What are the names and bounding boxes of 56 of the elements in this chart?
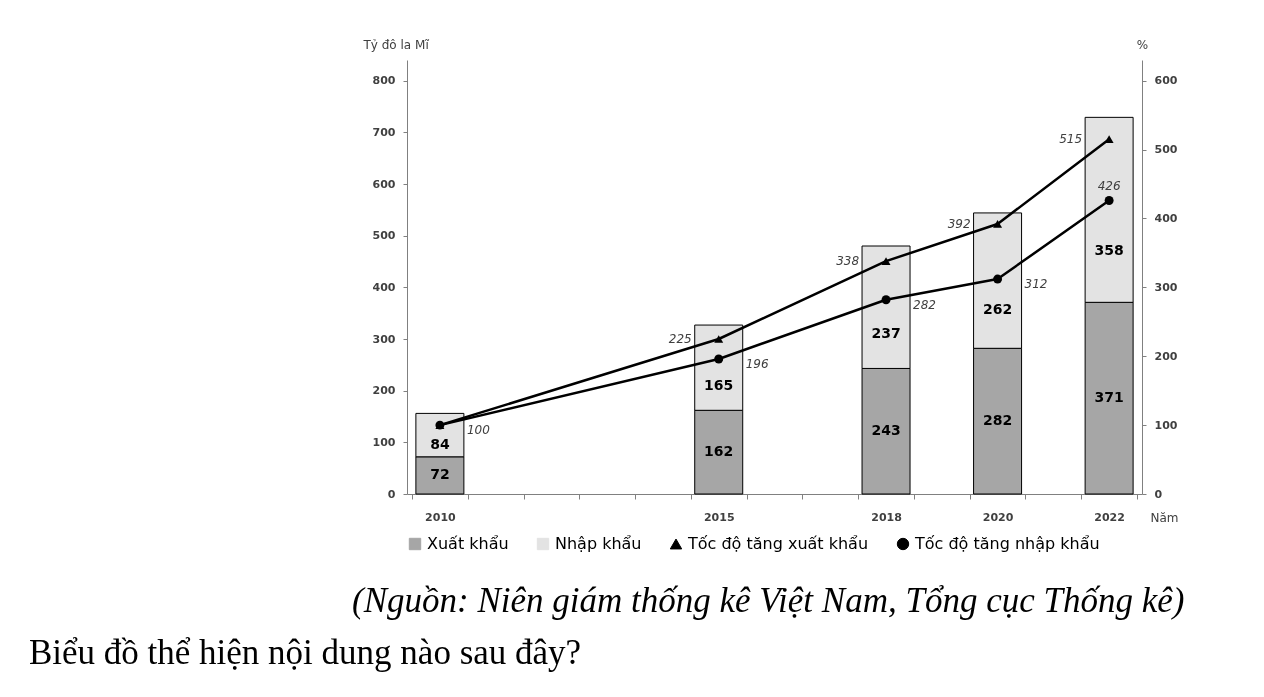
data-label: 338 <box>836 254 860 269</box>
data-label: 225 <box>668 332 692 346</box>
data-label: 282 <box>913 297 936 312</box>
legend-label: Xuất khẩu <box>427 534 509 553</box>
data-label: 237 <box>871 325 901 342</box>
x-tick-label: 2022 <box>1094 510 1125 524</box>
data-label: 515 <box>1059 132 1083 147</box>
y2-tick-label: 300 <box>1154 280 1178 294</box>
y2-tick-label: 400 <box>1154 211 1178 225</box>
x-tick-label: 2010 <box>425 510 457 524</box>
legend-label: Nhập khẩu <box>555 534 642 553</box>
data-label: 392 <box>947 216 971 231</box>
text: (Nguồn: Niên giám thống kê Việt Nam, Tổng cục Thống kê) <box>352 581 1185 620</box>
y-tick-label: 800 <box>372 74 396 88</box>
data-label: 371 <box>1094 389 1124 406</box>
x-tick-label: 2020 <box>982 510 1014 524</box>
point <box>714 354 724 364</box>
y2-tick-label: 600 <box>1154 74 1178 88</box>
y2-tick-label: 100 <box>1154 418 1178 432</box>
y-axis-title: Tỷ đô la Mĩ <box>362 37 430 52</box>
x-axis-title: Năm <box>1150 510 1179 525</box>
y2-tick-label: 0 <box>1154 487 1163 501</box>
y-tick-label: 700 <box>372 125 396 139</box>
data-label: 72 <box>430 466 450 483</box>
data-label: 162 <box>704 443 734 460</box>
x-tick-label: 2015 <box>703 510 735 524</box>
data-label: 243 <box>871 422 901 439</box>
y2-axis-title: % <box>1136 37 1149 52</box>
y-tick-label: 200 <box>372 384 396 398</box>
y-tick-label: 500 <box>372 229 396 243</box>
y2-tick-label: 500 <box>1154 143 1178 157</box>
y-tick-label: 600 <box>372 177 396 191</box>
data-label: 312 <box>1024 277 1048 292</box>
data-label: 165 <box>704 377 734 394</box>
point <box>993 220 1003 228</box>
y-tick-label: 300 <box>372 332 396 346</box>
point <box>993 274 1003 284</box>
point <box>881 295 891 305</box>
data-label: 358 <box>1094 241 1124 258</box>
y-tick-label: 400 <box>372 280 396 294</box>
data-label: 196 <box>745 356 769 371</box>
data-label: 100 <box>466 423 491 438</box>
legend-label: Tốc độ tăng xuất khẩu <box>687 534 869 553</box>
legend-label: Tốc độ tăng nhập khẩu <box>914 534 1100 553</box>
y-tick-label: 100 <box>372 435 396 449</box>
data-label: 262 <box>982 301 1013 318</box>
data-label: 84 <box>430 435 450 452</box>
data-label: 282 <box>982 412 1013 429</box>
data-label: 426 <box>1097 178 1121 193</box>
y2-tick-label: 200 <box>1154 349 1178 363</box>
text: Biểu đồ thể hiện nội dung nào sau đây? <box>29 633 582 672</box>
x-tick-label: 2018 <box>871 510 902 524</box>
point <box>714 335 724 343</box>
point <box>1104 196 1114 205</box>
y-tick-label: 0 <box>387 487 396 501</box>
point <box>881 257 891 266</box>
